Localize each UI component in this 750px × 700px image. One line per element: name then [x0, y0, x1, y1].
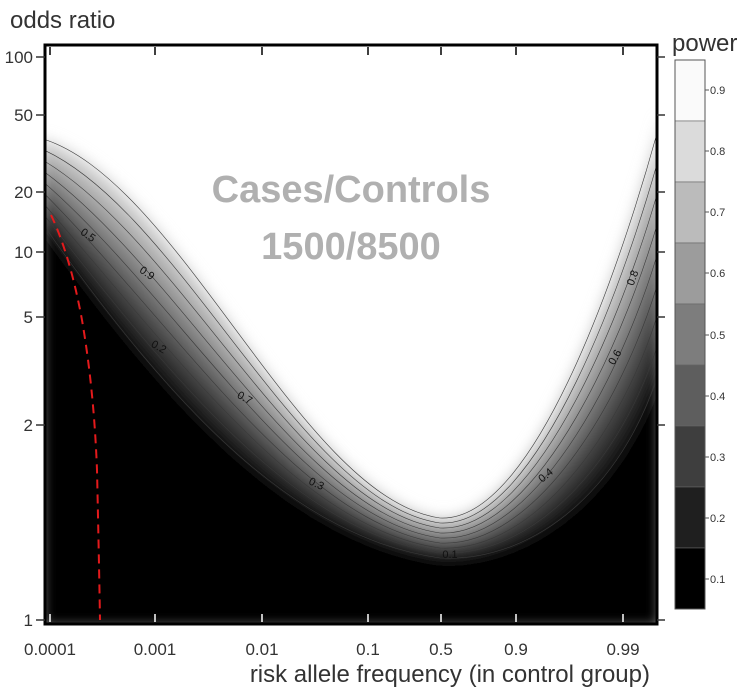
- y-tick-label: 20: [14, 183, 33, 202]
- x-tick-label: 0.5: [429, 640, 453, 659]
- colorbar-cell: [674, 181, 706, 244]
- contour-line: [45, 215, 657, 554]
- y-tick-label: 10: [14, 243, 33, 262]
- colorbar-title: power: [672, 30, 737, 57]
- colorbar-cell: [674, 303, 706, 366]
- colorbar-tick-label: 0.6: [710, 268, 725, 280]
- colorbar-tick-label: 0.1: [710, 574, 725, 586]
- contour-line: [45, 161, 657, 529]
- colorbar-cell: [674, 425, 706, 488]
- colorbar-cell: [674, 120, 706, 183]
- colorbar-cell: [674, 486, 706, 549]
- colorbar-cell: [674, 364, 706, 427]
- y-tick-label: 50: [14, 106, 33, 125]
- colorbar-tick-label: 0.8: [710, 146, 725, 158]
- contour-line: [45, 172, 657, 534]
- annotation-line-1: Cases/Controls: [212, 169, 491, 211]
- contour-line: [45, 193, 657, 544]
- colorbar-tick-label: 0.4: [710, 391, 725, 403]
- power-field: [45, 132, 657, 624]
- y-axis-title: odds ratio: [10, 7, 115, 34]
- colorbar: power 0.1 0.2 0.3 0.4 0.5 0.6 0.7 0.8 0.9: [672, 30, 737, 610]
- x-tick-label: 0.001: [134, 640, 177, 659]
- contour-line: [45, 132, 657, 519]
- colorbar-tick-label: 0.9: [710, 85, 725, 97]
- x-axis: 0.0001 0.001 0.01 0.1 0.5 0.9 0.99: [24, 47, 640, 659]
- colorbar-tick-label: 0.5: [710, 330, 725, 342]
- contour-line: [45, 226, 657, 559]
- x-axis-title: risk allele frequency (in control group): [250, 661, 650, 688]
- y-tick-label: 2: [24, 416, 33, 435]
- y-axis: 1 2 5 10 20 50 100: [5, 48, 665, 630]
- plot-frame: [43, 43, 659, 626]
- contour-line: [45, 183, 657, 539]
- colorbar-tick-label: 0.2: [710, 513, 725, 525]
- annotation-line-2: 1500/8500: [261, 226, 441, 268]
- colorbar-cell: [674, 242, 706, 305]
- x-tick-label: 0.01: [245, 640, 278, 659]
- y-tick-label: 1: [24, 611, 33, 630]
- x-tick-label: 0.99: [606, 640, 639, 659]
- x-tick-label: 0.0001: [24, 640, 76, 659]
- contour-label: 0.8: [625, 269, 642, 287]
- colorbar-tick-label: 0.7: [710, 207, 725, 219]
- contour-label: 0.1: [442, 549, 457, 561]
- colorbar-cell: [674, 59, 706, 122]
- colorbar-cell: [675, 578, 705, 609]
- y-tick-label: 100: [5, 48, 33, 67]
- x-tick-label: 0.1: [356, 640, 380, 659]
- reference-curve: [50, 214, 101, 621]
- contour-label: 0.3: [307, 476, 326, 493]
- contour-line: [45, 150, 657, 524]
- colorbar-tick-label: 0.3: [710, 452, 725, 464]
- y-tick-label: 5: [24, 308, 33, 327]
- x-tick-label: 0.9: [504, 640, 528, 659]
- contour-line: [45, 204, 657, 549]
- low-power-region: [45, 233, 657, 624]
